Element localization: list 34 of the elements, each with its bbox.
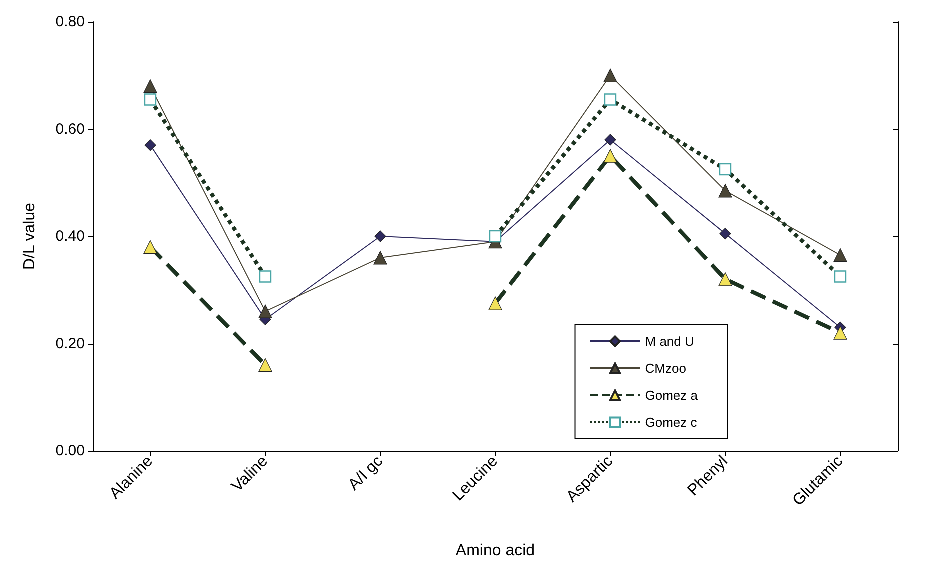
- y-tick-label: 0.40: [56, 228, 85, 245]
- point: [144, 94, 157, 106]
- point: [144, 80, 158, 94]
- point: [144, 140, 156, 152]
- point: [374, 230, 386, 242]
- y-tick-label: 0.20: [56, 335, 85, 352]
- y-tick-label: 0.80: [56, 14, 85, 30]
- x-tick-label: A/I gc: [346, 452, 387, 494]
- point: [834, 270, 847, 283]
- legend-label: Gomez c: [645, 415, 698, 430]
- point: [259, 270, 272, 283]
- point: [834, 326, 848, 340]
- y-tick-label: 0.60: [56, 120, 85, 138]
- point: [834, 248, 848, 262]
- point: [719, 163, 732, 176]
- point: [489, 230, 502, 243]
- point: [604, 134, 616, 146]
- point: [604, 68, 618, 82]
- point: [144, 240, 158, 254]
- point: [718, 184, 732, 198]
- point: [604, 149, 618, 163]
- legend-label: Gomez a: [645, 388, 699, 403]
- x-axis-title: Amino acid: [456, 542, 536, 560]
- point: [720, 228, 732, 240]
- legend-label: M and U: [645, 334, 694, 349]
- y-axis-title: D/L value: [22, 202, 38, 270]
- y-tick-label: 0.00: [56, 442, 85, 460]
- point: [488, 296, 502, 310]
- point: [604, 94, 617, 106]
- legend-label: CMzoo: [645, 361, 686, 376]
- point: [374, 251, 388, 265]
- point: [258, 304, 272, 318]
- point: [258, 358, 272, 372]
- point: [718, 272, 732, 286]
